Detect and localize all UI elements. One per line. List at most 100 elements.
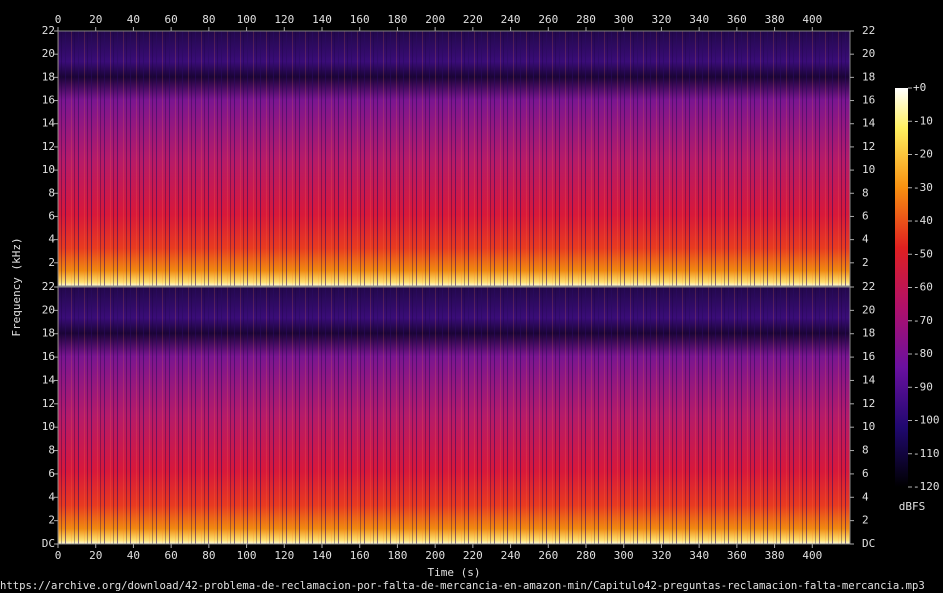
colorbar-tick-label: -50: [913, 247, 933, 260]
y-tick-label-right: 14: [862, 117, 876, 130]
x-tick-label: 340: [689, 549, 709, 562]
x-tick-label-top: 180: [387, 13, 407, 26]
y-tick-label: 16: [42, 350, 55, 363]
colorbar-tick-label: -70: [913, 314, 933, 327]
spectrogram-texture: [58, 287, 850, 544]
y-tick-label: 22: [42, 280, 55, 293]
y-tick-label-right: 16: [862, 94, 875, 107]
colorbar-tick-label: -110: [913, 447, 940, 460]
y-tick-label-right: 12: [862, 397, 875, 410]
y-tick-label-right: 20: [862, 303, 875, 316]
x-tick-label-top: 240: [501, 13, 521, 26]
x-axis-label: Time (s): [428, 566, 481, 579]
colorbar-tick-label: -10: [913, 114, 933, 127]
y-tick-label-right: 14: [862, 373, 876, 386]
x-tick-label: 20: [89, 549, 102, 562]
x-tick-label: 40: [127, 549, 140, 562]
channel-frame: [57, 286, 851, 545]
x-tick-label-top: 60: [165, 13, 178, 26]
y-tick-label: 18: [42, 70, 55, 83]
y-tick-label: 22: [42, 24, 55, 37]
spectrogram-texture: [58, 31, 850, 286]
y-tick-label-right: 4: [862, 490, 869, 503]
x-tick-label: 300: [614, 549, 634, 562]
colorbar-tick-label: -100: [913, 414, 940, 427]
y-tick-label-right: 18: [862, 327, 875, 340]
y-tick-label: 6: [48, 209, 55, 222]
y-tick-label-right: 10: [862, 420, 875, 433]
y-tick-label: 16: [42, 94, 55, 107]
x-tick-label-top: 140: [312, 13, 332, 26]
x-tick-label-top: 200: [425, 13, 445, 26]
y-tick-label-right: 18: [862, 70, 875, 83]
colorbar-tick-label: -120: [913, 480, 940, 493]
y-tick-label: 12: [42, 140, 55, 153]
y-tick-label-right: 22: [862, 24, 875, 37]
y-tick-label-right: 6: [862, 209, 869, 222]
x-tick-label-top: 280: [576, 13, 596, 26]
source-url: https://archive.org/download/42-problema…: [0, 580, 925, 592]
y-tick-label: 18: [42, 327, 55, 340]
y-tick-label: 8: [48, 186, 55, 199]
y-tick-label-right: 10: [862, 163, 875, 176]
x-tick-label-top: 300: [614, 13, 634, 26]
x-tick-label-top: 40: [127, 13, 140, 26]
colorbar-label: dBFS: [899, 500, 926, 513]
y-tick-label: 14: [42, 373, 56, 386]
y-tick-label-right: 22: [862, 280, 875, 293]
y-tick-label: 20: [42, 303, 55, 316]
colorbar: [895, 88, 908, 487]
colorbar-tick-label: -60: [913, 281, 933, 294]
colorbar-tick-label: -30: [913, 181, 933, 194]
x-tick-label: 380: [765, 549, 785, 562]
x-tick-label-top: 80: [202, 13, 215, 26]
x-tick-label-top: 340: [689, 13, 709, 26]
x-tick-label-top: 400: [802, 13, 822, 26]
colorbar-tick-label: -40: [913, 214, 933, 227]
x-tick-label-top: 320: [651, 13, 671, 26]
x-tick-label: 240: [501, 549, 521, 562]
x-tick-label: 180: [387, 549, 407, 562]
y-tick-label-right: 20: [862, 47, 875, 60]
x-tick-label: 360: [727, 549, 747, 562]
x-tick-label-top: 220: [463, 13, 483, 26]
x-tick-label: 400: [802, 549, 822, 562]
x-tick-label: 100: [237, 549, 257, 562]
x-tick-label: 280: [576, 549, 596, 562]
x-tick-label: 80: [202, 549, 215, 562]
x-tick-label: 120: [274, 549, 294, 562]
x-tick-label-top: 20: [89, 13, 102, 26]
y-tick-label-right: 2: [862, 256, 869, 269]
x-tick-label-top: 380: [765, 13, 785, 26]
y-tick-label: 10: [42, 420, 55, 433]
y-tick-label: 6: [48, 467, 55, 480]
x-tick-label-top: 120: [274, 13, 294, 26]
y-tick-label: 12: [42, 397, 55, 410]
x-tick-label: 60: [165, 549, 178, 562]
y-tick-label: 2: [48, 256, 55, 269]
y-tick-label: DC: [42, 537, 55, 550]
y-tick-label: 20: [42, 47, 55, 60]
x-tick-label-top: 0: [55, 13, 62, 26]
x-tick-label: 320: [651, 549, 671, 562]
colorbar-tick-label: -80: [913, 347, 933, 360]
y-tick-label: 4: [48, 490, 55, 503]
y-tick-label-right: 12: [862, 140, 875, 153]
x-tick-label-top: 360: [727, 13, 747, 26]
y-tick-label-right: 8: [862, 444, 869, 457]
y-tick-label-right: 16: [862, 350, 875, 363]
y-tick-label-right: DC: [862, 537, 875, 550]
x-tick-label: 260: [538, 549, 558, 562]
y-tick-label-right: 8: [862, 186, 869, 199]
colorbar-tick-label: +0: [913, 81, 926, 94]
y-tick-label-right: 4: [862, 233, 869, 246]
y-tick-label: 10: [42, 163, 55, 176]
y-tick-label: 2: [48, 514, 55, 527]
x-tick-label-top: 260: [538, 13, 558, 26]
y-tick-label-right: 2: [862, 514, 869, 527]
x-tick-label: 0: [55, 549, 62, 562]
x-tick-label: 220: [463, 549, 483, 562]
channel-frame: [57, 30, 851, 287]
